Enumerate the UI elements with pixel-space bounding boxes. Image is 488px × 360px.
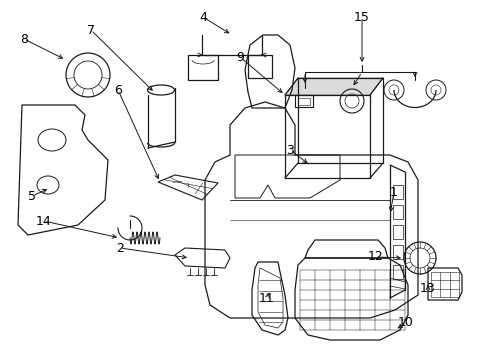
Bar [392,185,402,199]
Text: 1: 1 [389,185,397,198]
Text: 11: 11 [259,292,274,306]
Text: 15: 15 [353,10,369,23]
Text: 7: 7 [87,23,95,36]
Bar [297,98,309,105]
Text: 6: 6 [114,84,122,96]
Text: 14: 14 [36,215,52,228]
Bar [392,265,402,279]
Text: 10: 10 [397,316,413,329]
Text: 4: 4 [199,10,206,23]
Text: 9: 9 [236,50,244,63]
Text: 13: 13 [419,282,435,294]
Polygon shape [285,78,382,95]
Text: 8: 8 [20,32,28,45]
Bar [294,95,312,107]
Text: 5: 5 [28,189,36,202]
Bar [392,205,402,219]
Text: 2: 2 [116,242,123,255]
Text: 3: 3 [285,144,293,157]
Bar [392,225,402,239]
Text: 12: 12 [367,251,383,264]
Bar [392,245,402,259]
